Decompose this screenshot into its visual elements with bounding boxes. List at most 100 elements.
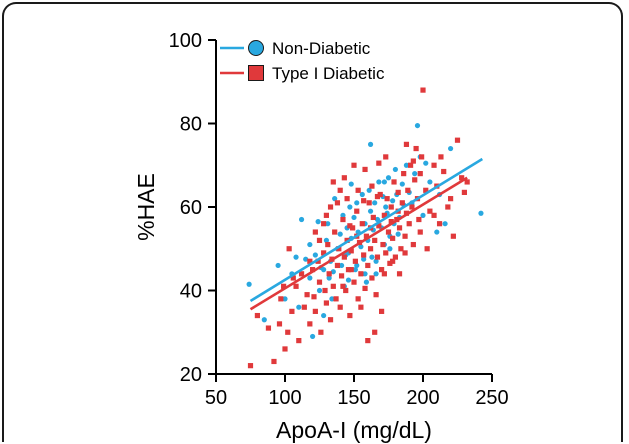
point-type-i-diabetic — [436, 221, 443, 227]
point-type-i-diabetic — [431, 162, 437, 168]
point-non-diabetic — [348, 181, 354, 187]
point-type-i-diabetic — [312, 229, 318, 235]
x-tick-label: 200 — [406, 387, 439, 409]
point-type-i-diabetic — [409, 204, 415, 210]
point-non-diabetic — [316, 287, 323, 294]
point-type-i-diabetic — [431, 212, 437, 218]
point-type-i-diabetic — [315, 258, 321, 264]
point-type-i-diabetic — [396, 271, 403, 277]
point-type-i-diabetic — [361, 198, 367, 204]
point-type-i-diabetic — [459, 175, 465, 181]
point-type-i-diabetic — [307, 321, 313, 327]
y-tick-label: 60 — [180, 197, 202, 219]
point-type-i-diabetic — [399, 200, 405, 206]
point-type-i-diabetic — [441, 168, 447, 175]
point-type-i-diabetic — [271, 358, 277, 365]
point-type-i-diabetic — [340, 283, 346, 289]
point-type-i-diabetic — [396, 225, 403, 231]
point-type-i-diabetic — [254, 312, 260, 319]
point-type-i-diabetic — [362, 285, 368, 292]
point-type-i-diabetic — [401, 171, 407, 177]
y-tick-label: 40 — [180, 281, 202, 303]
y-axis-label: %HAE — [133, 173, 159, 241]
point-non-diabetic — [347, 204, 353, 210]
point-type-i-diabetic — [391, 179, 397, 185]
point-type-i-diabetic — [350, 225, 356, 231]
point-type-i-diabetic — [345, 267, 352, 273]
point-non-diabetic — [361, 256, 367, 262]
point-non-diabetic — [351, 214, 357, 221]
point-non-diabetic — [321, 267, 327, 273]
point-type-i-diabetic — [325, 241, 331, 248]
point-type-i-diabetic — [417, 171, 423, 177]
point-non-diabetic — [390, 198, 396, 204]
point-non-diabetic — [315, 219, 321, 225]
point-type-i-diabetic — [336, 246, 342, 252]
point-non-diabetic — [434, 229, 440, 235]
point-non-diabetic — [307, 241, 313, 248]
point-type-i-diabetic — [413, 145, 419, 152]
point-non-diabetic — [385, 175, 392, 181]
point-type-i-diabetic — [379, 308, 385, 314]
point-type-i-diabetic — [427, 208, 433, 214]
point-type-i-diabetic — [341, 175, 347, 181]
point-type-i-diabetic — [366, 200, 372, 206]
point-non-diabetic — [332, 196, 338, 202]
point-type-i-diabetic — [358, 271, 364, 277]
point-type-i-diabetic — [392, 254, 398, 260]
point-non-diabetic — [329, 296, 335, 302]
point-non-diabetic — [478, 210, 484, 216]
point-type-i-diabetic — [355, 296, 361, 302]
point-type-i-diabetic — [420, 87, 426, 93]
point-non-diabetic — [392, 166, 398, 173]
y-tick-label: 100 — [169, 30, 202, 52]
point-non-diabetic — [395, 231, 401, 237]
point-type-i-diabetic — [385, 229, 392, 235]
point-non-diabetic — [282, 296, 288, 302]
trendline-non-diabetic — [249, 157, 484, 303]
point-non-diabetic — [338, 262, 345, 269]
point-non-diabetic — [362, 271, 368, 277]
point-non-diabetic — [369, 254, 375, 260]
point-type-i-diabetic — [454, 137, 461, 143]
point-type-i-diabetic — [281, 283, 287, 289]
point-type-i-diabetic — [333, 296, 339, 302]
point-type-i-diabetic — [347, 312, 353, 319]
point-type-i-diabetic — [464, 179, 470, 185]
point-non-diabetic — [403, 162, 410, 168]
point-type-i-diabetic — [326, 271, 332, 277]
point-non-diabetic — [307, 275, 313, 281]
legend-marker-non-diabetic — [248, 40, 264, 56]
point-type-i-diabetic — [424, 246, 430, 252]
point-type-i-diabetic — [337, 187, 343, 193]
point-type-i-diabetic — [276, 321, 283, 327]
point-type-i-diabetic — [410, 158, 416, 164]
point-non-diabetic — [367, 208, 374, 214]
x-tick-label: 50 — [205, 387, 227, 409]
point-type-i-diabetic — [327, 204, 334, 210]
point-non-diabetic — [383, 204, 389, 210]
point-non-diabetic — [345, 277, 352, 283]
legend: Non-Diabetic Type I Diabetic — [220, 39, 385, 83]
point-non-diabetic — [381, 179, 387, 185]
point-type-i-diabetic — [370, 214, 376, 221]
point-non-diabetic — [275, 262, 281, 269]
axes: 20 40 60 80 100 50 100 150 200 250 — [169, 30, 509, 409]
point-non-diabetic — [296, 304, 302, 310]
x-axis-label: ApoA-I (mg/dL) — [276, 417, 432, 443]
data-points — [246, 87, 484, 369]
point-type-i-diabetic — [323, 212, 329, 218]
point-type-i-diabetic — [388, 204, 394, 210]
point-non-diabetic — [374, 216, 381, 223]
point-type-i-diabetic — [373, 292, 379, 298]
point-non-diabetic — [352, 267, 358, 273]
point-non-diabetic — [312, 252, 318, 258]
legend-marker-type-i-diabetic — [248, 65, 264, 81]
point-non-diabetic — [246, 281, 252, 287]
point-type-i-diabetic — [365, 338, 371, 344]
point-type-i-diabetic — [423, 187, 429, 193]
point-type-i-diabetic — [388, 219, 394, 225]
point-type-i-diabetic — [301, 304, 307, 310]
trendlines — [249, 157, 484, 311]
point-type-i-diabetic — [337, 304, 343, 310]
